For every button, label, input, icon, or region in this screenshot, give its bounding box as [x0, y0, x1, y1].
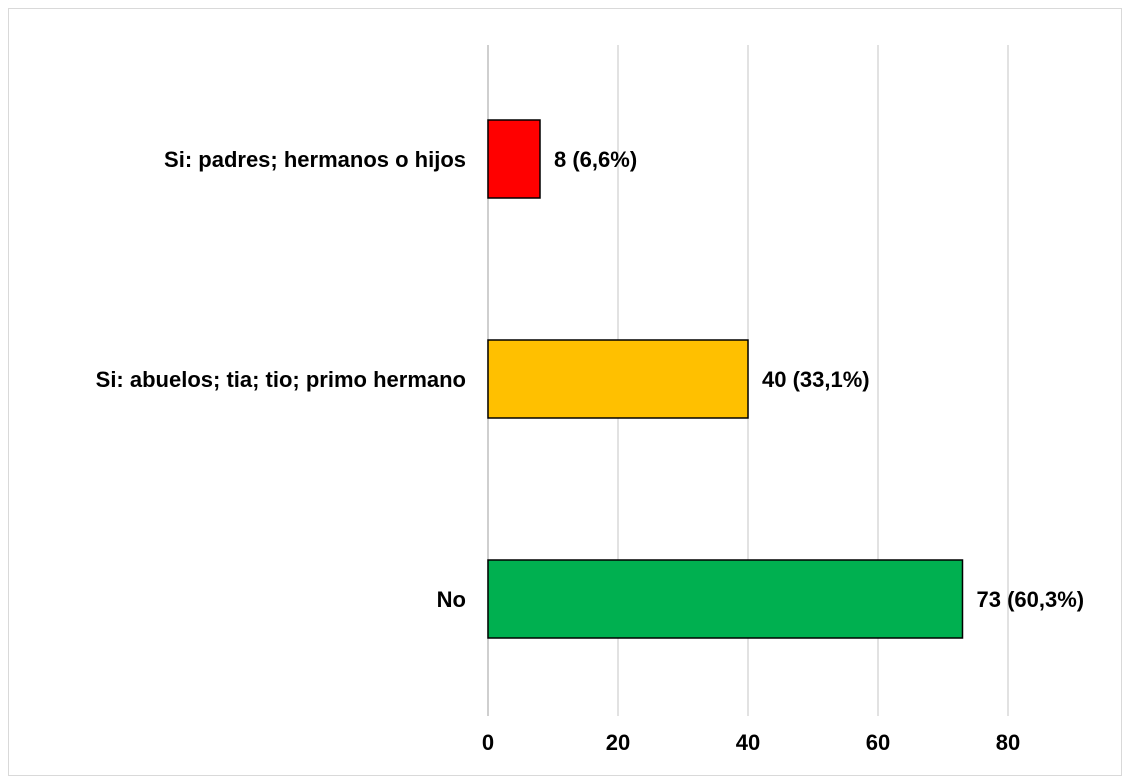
category-label-0: Si: padres; hermanos o hijos: [164, 147, 466, 172]
category-label-1: Si: abuelos; tia; tio; primo hermano: [96, 367, 466, 392]
x-tick-label-0: 0: [482, 730, 494, 755]
labels: 0 20 40 60 80 Si: padres; hermanos o hijos 8 (…: [96, 147, 1084, 755]
x-tick-label-60: 60: [866, 730, 890, 755]
bar-0: [487, 119, 541, 199]
data-label-1: 40 (33,1%): [762, 367, 870, 392]
x-tick-label-20: 20: [606, 730, 630, 755]
x-tick-label-40: 40: [736, 730, 760, 755]
data-label-2: 73 (60,3%): [977, 587, 1085, 612]
bar-1: [487, 339, 749, 419]
x-tick-label-80: 80: [996, 730, 1020, 755]
category-label-2: No: [437, 587, 466, 612]
bars: [487, 119, 964, 639]
data-label-0: 8 (6,6%): [554, 147, 637, 172]
bar-2: [487, 559, 964, 639]
